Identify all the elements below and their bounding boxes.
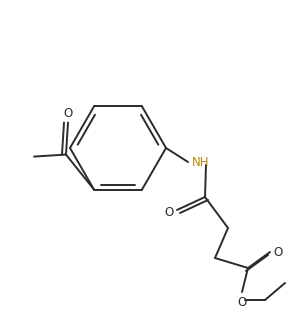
Text: O: O: [273, 245, 283, 259]
Text: O: O: [63, 107, 73, 120]
Text: O: O: [164, 205, 174, 219]
Text: O: O: [237, 296, 247, 308]
Text: NH: NH: [192, 156, 210, 168]
